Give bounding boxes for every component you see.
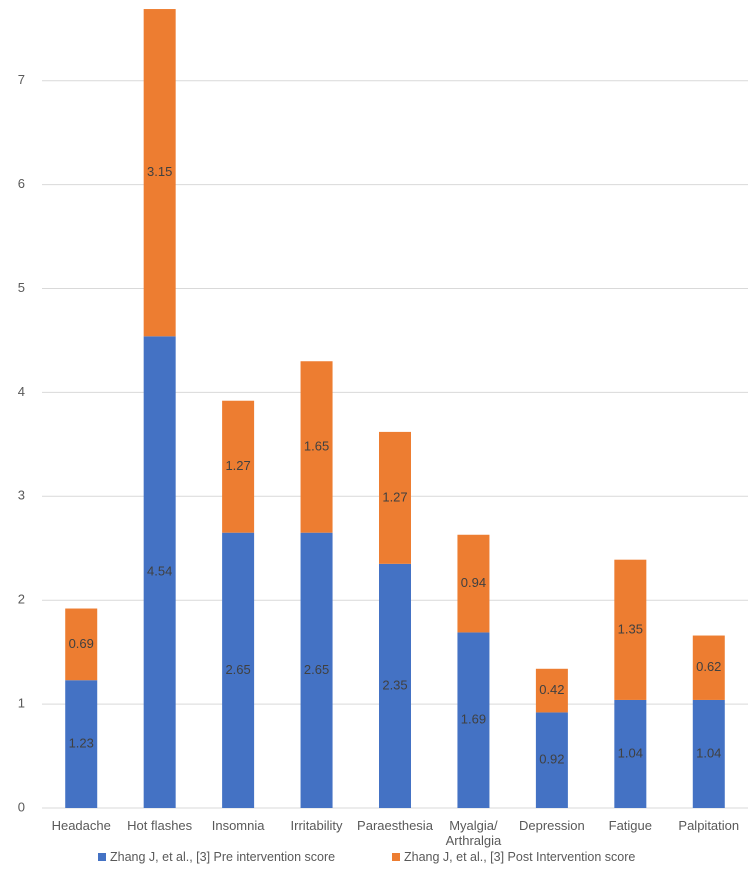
data-label: 1.23 xyxy=(69,736,94,751)
data-label: 1.27 xyxy=(225,458,250,473)
x-tick-label: Hot flashes xyxy=(127,818,193,833)
data-label: 0.92 xyxy=(539,752,564,767)
data-label: 0.62 xyxy=(696,659,721,674)
bar-segment xyxy=(143,9,176,337)
bar-segment xyxy=(614,559,647,700)
bar-segment xyxy=(65,680,98,808)
bar-segment xyxy=(457,632,490,808)
bar-segment xyxy=(143,336,176,808)
bar-segment xyxy=(535,668,568,713)
legend-item: Zhang J, et al., [3] Post Intervention s… xyxy=(392,850,635,864)
y-tick-label: 7 xyxy=(18,72,25,87)
legend-label: Zhang J, et al., [3] Pre intervention sc… xyxy=(110,850,336,864)
legend-item: Zhang J, et al., [3] Pre intervention sc… xyxy=(98,850,335,864)
bar-segment xyxy=(457,534,490,633)
x-tick-label: Paraesthesia xyxy=(357,818,433,833)
y-tick-label: 4 xyxy=(18,384,25,399)
legend-swatch xyxy=(392,853,400,861)
data-label: 1.69 xyxy=(461,712,486,727)
bar-segment xyxy=(300,532,333,808)
x-tick-label: Insomnia xyxy=(211,818,265,833)
y-tick-label: 3 xyxy=(18,488,25,503)
bar-segment xyxy=(222,532,255,808)
data-label: 0.94 xyxy=(461,575,486,590)
bar-segment xyxy=(300,361,333,533)
bar-segment xyxy=(65,608,98,681)
data-label: 1.04 xyxy=(696,745,721,760)
data-label: 2.35 xyxy=(382,677,407,692)
data-label: 0.69 xyxy=(69,636,94,651)
x-tick-label: Headache xyxy=(51,818,111,833)
bar-segment xyxy=(692,699,725,808)
data-label: 2.65 xyxy=(225,662,250,677)
x-tick-label: Fatigue xyxy=(608,818,653,833)
bar-segment xyxy=(692,635,725,700)
data-label: 2.65 xyxy=(304,662,329,677)
y-tick-label: 2 xyxy=(18,592,25,607)
data-label: 1.65 xyxy=(304,438,329,453)
bar-segment xyxy=(535,712,568,808)
bar-segment xyxy=(222,400,255,533)
data-label: 0.42 xyxy=(539,682,564,697)
y-tick-label: 6 xyxy=(18,176,25,191)
legend-swatch xyxy=(98,853,106,861)
y-tick-label: 1 xyxy=(18,696,25,711)
bar-segment xyxy=(379,431,411,564)
x-tick-label: Palpitation xyxy=(678,818,740,833)
bar-segment xyxy=(614,699,647,808)
data-label: 1.27 xyxy=(382,489,407,504)
data-label: 4.54 xyxy=(147,564,172,579)
y-tick-label: 0 xyxy=(18,799,25,814)
legend-label: Zhang J, et al., [3] Post Intervention s… xyxy=(404,850,636,864)
bar-segment xyxy=(379,563,411,808)
x-tick-label: Myalgia/ Arthralgia xyxy=(445,818,502,848)
x-tick-label: Irritability xyxy=(290,818,343,833)
data-label: 1.04 xyxy=(618,745,643,760)
data-label: 3.15 xyxy=(147,164,172,179)
x-tick-label: Depression xyxy=(518,818,585,833)
data-label: 1.35 xyxy=(618,621,643,636)
y-tick-label: 5 xyxy=(18,280,25,295)
